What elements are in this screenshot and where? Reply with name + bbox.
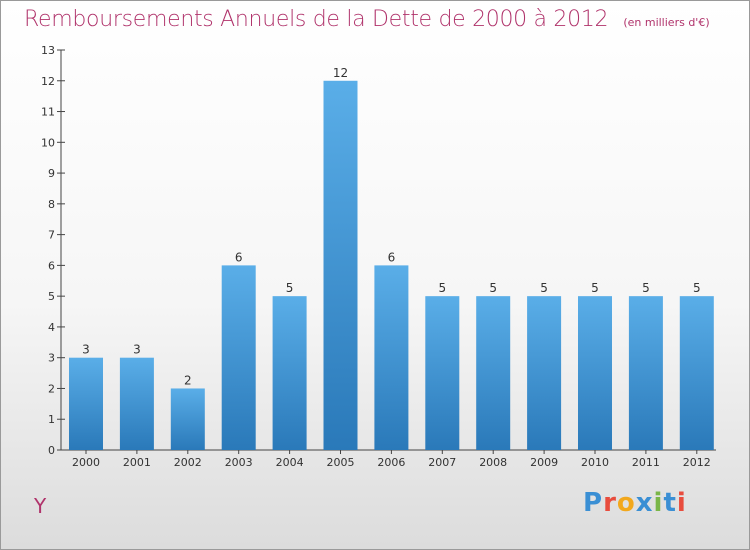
logo-letter: t (663, 488, 677, 518)
y-tick-label: 3 (48, 352, 55, 365)
data-label: 5 (286, 281, 294, 295)
bar (272, 296, 307, 450)
bar (374, 265, 409, 450)
logo-letter: P (583, 488, 604, 518)
y-tick-label: 0 (48, 444, 55, 457)
y-tick-label: 8 (48, 198, 55, 211)
bar (425, 296, 460, 450)
logo-letter: o (616, 488, 636, 518)
data-label: 5 (438, 281, 446, 295)
bar (170, 388, 205, 450)
labels-group: 0123456789101112132000320013200222003620… (41, 44, 711, 469)
x-tick-label: 2003 (225, 456, 253, 469)
x-tick-label: 2001 (123, 456, 151, 469)
bar (119, 357, 154, 450)
y-tick-label: 2 (48, 382, 55, 395)
chart-title: Remboursements Annuels de la Dette de 20… (24, 7, 710, 32)
bar (323, 80, 358, 451)
logo-letter: i (653, 488, 664, 518)
data-label: 5 (489, 281, 497, 295)
y-tick-label: 13 (41, 44, 55, 57)
x-tick-label: 2000 (72, 456, 100, 469)
bar (476, 296, 511, 450)
data-label: 2 (184, 373, 192, 387)
logo-letter: x (635, 488, 654, 518)
data-label: 5 (693, 281, 701, 295)
x-tick-label: 2002 (174, 456, 202, 469)
data-label: 5 (642, 281, 650, 295)
proxiti-logo[interactable]: Proxiti (583, 488, 687, 518)
chart-title-text: Remboursements Annuels de la Dette de 20… (24, 7, 609, 32)
x-tick-label: 2007 (428, 456, 456, 469)
x-tick-label: 2008 (479, 456, 507, 469)
y-tick-label: 5 (48, 290, 55, 303)
x-tick-label: 2009 (530, 456, 558, 469)
data-label: 6 (388, 250, 396, 264)
x-tick-label: 2005 (327, 456, 355, 469)
data-label: 12 (333, 66, 348, 80)
bar (628, 296, 663, 450)
logo-letter: r (603, 488, 617, 518)
bar (69, 357, 103, 450)
data-label: 6 (235, 250, 243, 264)
data-label: 3 (82, 343, 90, 357)
y-tick-label: 4 (48, 321, 55, 334)
x-tick-label: 2004 (276, 456, 304, 469)
y-tick-label: 10 (41, 136, 55, 149)
logo-letter: i (676, 488, 687, 518)
y-tick-label: 9 (48, 167, 55, 180)
bars-group (69, 80, 714, 451)
y-tick-label: 6 (48, 259, 55, 272)
x-tick-label: 2010 (581, 456, 609, 469)
bar (221, 265, 256, 450)
commune-name: Y (34, 494, 47, 518)
data-label: 5 (540, 281, 548, 295)
data-label: 3 (133, 343, 141, 357)
chart-subtitle: (en milliers d'€) (623, 16, 710, 29)
x-tick-label: 2011 (632, 456, 660, 469)
y-tick-label: 12 (41, 75, 55, 88)
bar (578, 296, 612, 450)
x-tick-label: 2006 (377, 456, 405, 469)
y-tick-label: 11 (41, 106, 55, 119)
data-label: 5 (591, 281, 599, 295)
bar (527, 296, 562, 450)
y-tick-label: 1 (48, 413, 55, 426)
y-tick-label: 7 (48, 229, 55, 242)
x-tick-label: 2012 (683, 456, 711, 469)
bar (679, 296, 714, 450)
